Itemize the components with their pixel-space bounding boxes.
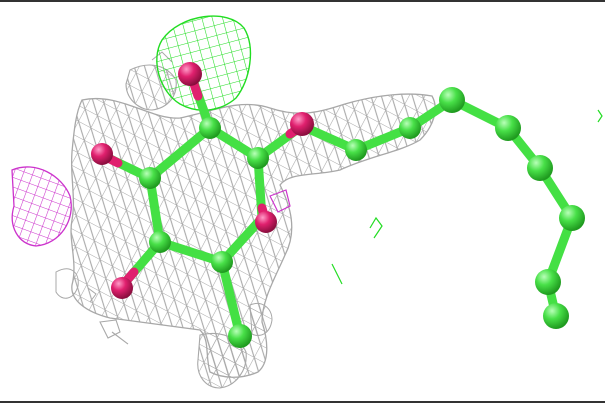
ligand-alkyl-chain [439,87,585,329]
atom-oxygen [255,211,277,233]
atom-carbon [247,147,269,169]
atom-carbon [228,324,252,348]
atom-oxygen [91,143,113,165]
atom-oxygen [290,112,314,136]
atom-carbon [149,231,171,253]
positive-difference-density-mesh [156,15,603,285]
atom-carbon [199,117,221,139]
atom-carbon [439,87,465,113]
atom-carbon [139,167,161,189]
atom-carbon [345,139,367,161]
atom-carbon [399,117,421,139]
ligand-ring [91,62,421,348]
atom-carbon [559,205,585,231]
negative-difference-density-mesh [11,166,291,247]
viewport-bottom-border [0,401,605,403]
atom-carbon [211,251,233,273]
atom-carbon [495,115,521,141]
viewport-top-border [0,0,605,2]
atom-oxygen [111,277,133,299]
atom-carbon [527,155,553,181]
atom-oxygen [178,62,202,86]
atom-carbon [543,303,569,329]
atom-carbon [535,269,561,295]
